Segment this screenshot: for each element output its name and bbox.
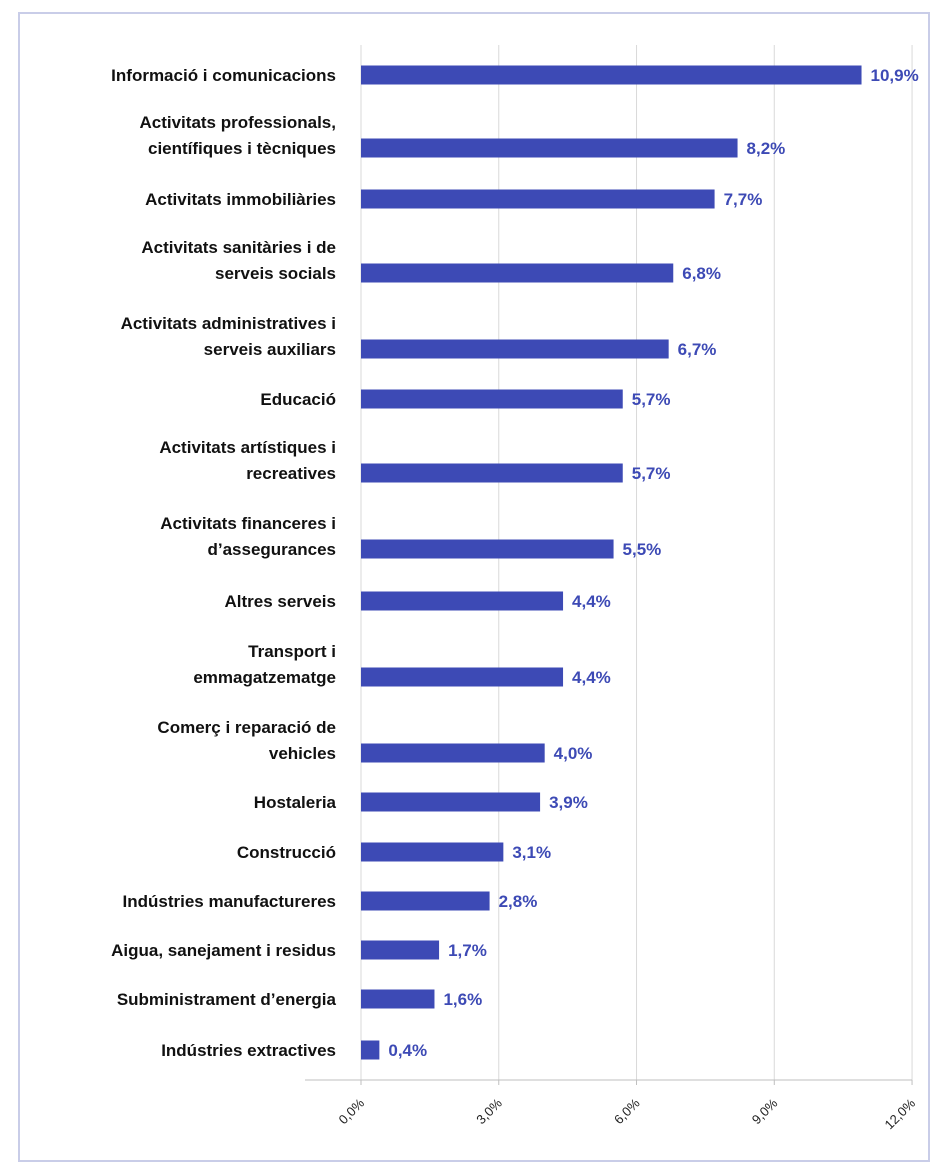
category-label: Activitats immobiliàries [145, 190, 336, 209]
bar-value-label: 1,7% [448, 941, 487, 960]
category-label: Aigua, sanejament i residus [111, 941, 336, 960]
bar [361, 891, 490, 911]
category-label: Educació [260, 390, 336, 409]
category-label: Indústries manufactureres [122, 892, 336, 911]
category-label: Subministrament d’energia [117, 990, 337, 1009]
bar [361, 339, 669, 359]
category-label: Activitats professionals, [139, 113, 336, 132]
category-label: emmagatzematge [193, 668, 336, 687]
x-tick-label: 9,0% [749, 1095, 781, 1127]
category-label: Activitats financeres i [160, 514, 336, 533]
bar [361, 792, 541, 812]
bar [361, 940, 440, 960]
bar [361, 842, 504, 862]
bar-value-label: 3,9% [549, 793, 588, 812]
bar-value-label: 4,4% [572, 668, 611, 687]
bar [361, 389, 623, 409]
bar-value-label: 10,9% [871, 66, 919, 85]
x-tick-label: 12,0% [881, 1095, 918, 1132]
category-label: Transport i [248, 642, 336, 661]
category-label: Activitats sanitàries i de [141, 238, 336, 257]
category-label: científiques i tècniques [148, 139, 336, 158]
bar-value-label: 5,7% [632, 390, 671, 409]
category-label: vehicles [269, 744, 336, 763]
bar-value-label: 6,8% [682, 264, 721, 283]
bar [361, 667, 564, 687]
category-label: Indústries extractives [161, 1041, 336, 1060]
category-label: Comerç i reparació de [157, 718, 336, 737]
x-tick-label: 0,0% [336, 1095, 368, 1127]
category-labels: Informació i comunicacions Activitats pro… [111, 66, 336, 1060]
bar [361, 65, 862, 85]
category-label: d’assegurances [207, 540, 336, 559]
bar-value-label: 1,6% [443, 990, 482, 1009]
category-label: Activitats administratives i [121, 314, 336, 333]
bar-value-label: 2,8% [499, 892, 538, 911]
bar [361, 591, 564, 611]
bar-value-label: 0,4% [388, 1041, 427, 1060]
bar [361, 989, 435, 1009]
bars [361, 65, 862, 1060]
bar [361, 263, 674, 283]
bar-value-label: 6,7% [678, 340, 717, 359]
x-tick-label: 3,0% [473, 1095, 505, 1127]
category-label: Informació i comunicacions [111, 66, 336, 85]
category-label: Altres serveis [224, 592, 336, 611]
x-tick-label: 6,0% [611, 1095, 643, 1127]
category-label: Construcció [237, 843, 336, 862]
bar [361, 189, 715, 209]
bar-value-label: 5,5% [623, 540, 662, 559]
category-label: Hostaleria [254, 793, 337, 812]
bar [361, 138, 738, 158]
category-label: serveis auxiliars [204, 340, 336, 359]
bar-value-label: 4,0% [554, 744, 593, 763]
bar-value-label: 4,4% [572, 592, 611, 611]
bar [361, 743, 545, 763]
category-label: serveis socials [215, 264, 336, 283]
bar-value-label: 8,2% [747, 139, 786, 158]
bar [361, 463, 623, 483]
value-labels: 10,9% 8,2% 7,7% 6,8% 6,7% 5,7% 5,7% 5,5% 4,4% 4,4… [388, 66, 918, 1060]
category-label: Activitats artístiques i [159, 438, 336, 457]
bar-value-label: 5,7% [632, 464, 671, 483]
x-axis: 0,0% 3,0% 6,0% 9,0% 12,0% [305, 1079, 918, 1132]
bar [361, 1040, 380, 1060]
bar [361, 539, 614, 559]
bar-value-label: 7,7% [724, 190, 763, 209]
category-label: recreatives [246, 464, 336, 483]
bar-value-label: 3,1% [512, 843, 551, 862]
